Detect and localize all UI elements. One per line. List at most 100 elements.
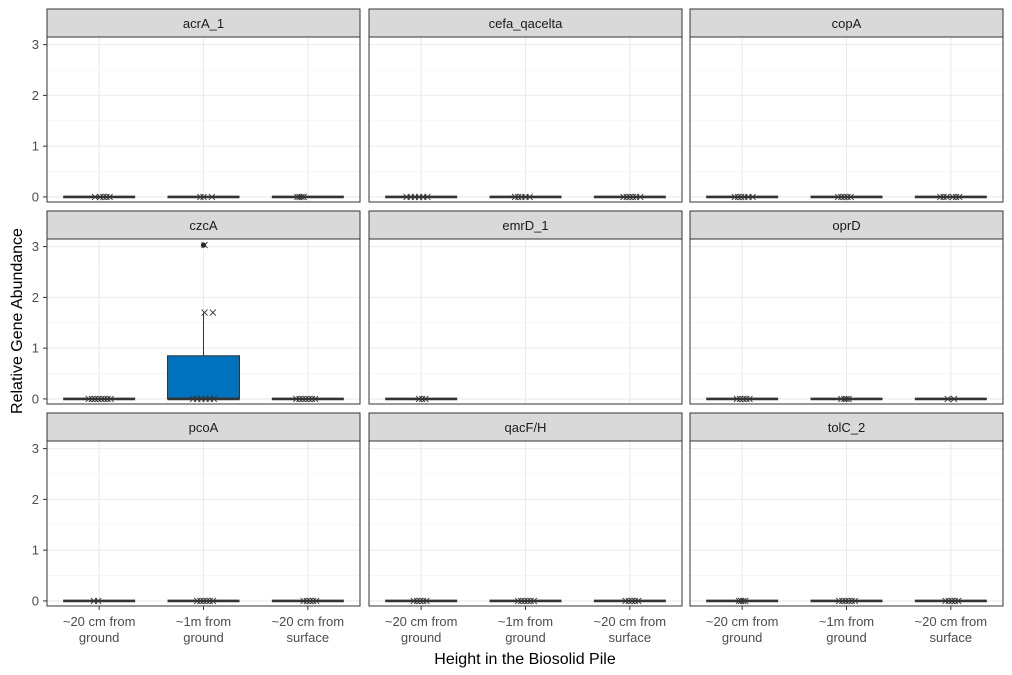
jitter-point <box>945 597 953 605</box>
jitter-point <box>623 193 631 201</box>
jitter-point <box>299 395 306 403</box>
jitter-point <box>511 193 519 201</box>
jitter-point <box>524 597 531 605</box>
jitter-point <box>200 193 207 201</box>
jitter-point <box>527 597 535 605</box>
jitter-point <box>104 395 111 403</box>
jitter-point <box>835 597 843 605</box>
y-tick-label: 2 <box>32 492 39 507</box>
box-group <box>706 395 779 403</box>
jitter-point <box>625 597 633 605</box>
jitter-point <box>733 395 741 403</box>
facet-strip-label: oprD <box>832 218 860 233</box>
y-tick-label: 2 <box>32 290 39 305</box>
jitter-point <box>96 193 104 201</box>
jitter-point <box>948 597 956 605</box>
y-tick-label: 1 <box>32 139 39 154</box>
jitter-point <box>308 395 316 403</box>
facet-strip-label: copA <box>832 16 862 31</box>
facet-strip-label: emrD_1 <box>502 218 548 233</box>
y-tick-label: 3 <box>32 239 39 254</box>
box-group <box>271 395 344 403</box>
panel-border <box>46 238 361 405</box>
jitter-point <box>845 597 852 605</box>
jitter-point <box>940 193 947 201</box>
jitter-point <box>950 395 958 403</box>
facet-strip <box>368 412 683 442</box>
panel-border <box>689 36 1004 203</box>
y-tick-label: 3 <box>32 441 39 456</box>
x-tick-label: ~1m from ground <box>176 614 231 645</box>
jitter-point <box>413 597 421 605</box>
jitter-point <box>626 193 634 201</box>
box-group <box>706 597 779 605</box>
facet-strip <box>368 8 683 38</box>
jitter-point <box>628 597 636 605</box>
jitter-point <box>107 395 114 403</box>
facet-panels: acrA_1 0 1 2 3 cefa_qacelta copA czcA 0 1 2 3 emrD_1… <box>32 8 1004 645</box>
jitter-point <box>97 395 105 403</box>
jitter-point <box>193 597 201 605</box>
box-group <box>810 597 883 605</box>
jitter-point <box>311 395 319 403</box>
jitter-point <box>94 395 102 403</box>
jitter-point <box>415 395 423 403</box>
jitter-point <box>298 193 305 201</box>
jitter-point <box>518 597 525 605</box>
facet-panel: czcA 0 1 2 3 <box>32 210 361 406</box>
jitter-point <box>201 241 208 249</box>
jitter-point <box>952 193 960 201</box>
facet-panel: tolC_2 ~20 cm from ground ~1m from ground ~20… <box>689 412 1004 645</box>
box-group <box>63 193 136 201</box>
jitter-point <box>743 395 750 403</box>
y-tick-label: 1 <box>32 543 39 558</box>
jitter-point <box>296 395 303 403</box>
jitter-point <box>631 597 639 605</box>
jitter-point <box>736 395 744 403</box>
facet-strip-label: qacF/H <box>505 420 547 435</box>
jitter-point <box>312 597 320 605</box>
facet-panel: qacF/H ~20 cm from ground ~1m from ground ~20… <box>368 412 683 645</box>
jitter-point <box>944 395 952 403</box>
jitter-point <box>521 597 528 605</box>
jitter-point <box>739 597 747 605</box>
jitter-point <box>955 193 963 201</box>
facet-strip-label: tolC_2 <box>828 420 866 435</box>
jitter-point <box>514 193 522 201</box>
jitter-point <box>418 395 426 403</box>
jitter-point <box>423 597 430 605</box>
box-group <box>914 193 987 201</box>
facet-strip <box>689 210 1004 240</box>
facet-panel: acrA_1 0 1 2 3 <box>32 8 361 204</box>
jitter-point <box>841 193 848 201</box>
jitter-point <box>949 193 957 201</box>
jitter-point <box>634 597 642 605</box>
x-tick-label: ~20 cm from surface <box>594 614 667 645</box>
jitter-point <box>942 597 949 605</box>
x-tick-label: ~1m from ground <box>819 614 874 645</box>
jitter-point <box>834 193 842 201</box>
jitter-point <box>101 395 108 403</box>
jitter-point <box>100 193 107 201</box>
facet-strip <box>689 412 1004 442</box>
box-group <box>271 193 344 201</box>
box-group <box>593 597 666 605</box>
jitter-point <box>422 395 429 403</box>
jitter-point <box>300 193 307 201</box>
jitter-point <box>103 193 110 201</box>
jitter-point <box>737 193 745 201</box>
box-group <box>706 193 779 201</box>
facet-panel: oprD <box>689 210 1004 405</box>
box-group <box>271 597 344 605</box>
jitter-point <box>746 395 753 403</box>
x-tick-label: ~1m from ground <box>498 614 553 645</box>
x-tick-label: ~20 cm from ground <box>385 614 458 645</box>
box-group <box>63 597 136 605</box>
jitter-point <box>943 193 950 201</box>
jitter-point <box>300 597 307 605</box>
jitter-point <box>847 193 854 201</box>
jitter-point <box>951 597 959 605</box>
box-body <box>167 355 240 400</box>
facet-strip <box>46 412 361 442</box>
